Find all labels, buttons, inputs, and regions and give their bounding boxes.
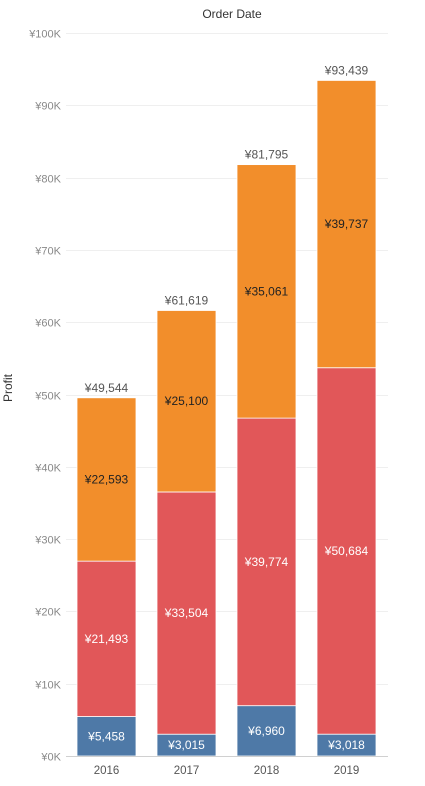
x-tick-label: 2017 xyxy=(174,765,200,777)
bar-segment xyxy=(316,367,377,735)
segment-value-label: ¥39,737 xyxy=(324,217,369,231)
total-value-label: ¥49,544 xyxy=(84,381,129,395)
bar-segment xyxy=(236,164,297,419)
y-axis-ticks: ¥0K ¥10K ¥20K ¥30K ¥40K ¥50K ¥60K ¥70K ¥80K ¥90K ¥… xyxy=(28,29,61,764)
segment-value-label: ¥35,061 xyxy=(244,284,289,298)
segment-value-label: ¥39,774 xyxy=(244,555,289,569)
y-tick-label: ¥40K xyxy=(34,463,61,475)
total-value-label: ¥93,439 xyxy=(324,63,369,77)
chart-title: Order Date xyxy=(202,7,262,21)
bar-segment xyxy=(76,397,137,562)
bar-segment xyxy=(156,491,217,735)
segment-value-label: ¥50,684 xyxy=(324,544,369,558)
bar-segment xyxy=(236,417,297,707)
segment-value-label: ¥21,493 xyxy=(84,632,129,646)
data-labels: ¥5,458 ¥21,493 ¥22,593 ¥49,544 ¥3,015 ¥33,504… xyxy=(84,63,369,752)
bars xyxy=(76,80,377,757)
x-tick-label: 2016 xyxy=(94,765,120,777)
y-axis-label: Profit xyxy=(1,373,15,402)
x-axis-ticks: 2016 2017 2018 2019 xyxy=(94,765,360,777)
segment-value-label: ¥25,100 xyxy=(164,394,209,408)
segment-value-label: ¥5,458 xyxy=(87,729,125,743)
y-tick-label: ¥70K xyxy=(34,246,61,258)
y-tick-label: ¥10K xyxy=(34,680,61,692)
y-tick-label: ¥30K xyxy=(34,535,61,547)
y-tick-label: ¥90K xyxy=(34,101,61,113)
bar-segment xyxy=(76,560,137,717)
y-tick-label: ¥100K xyxy=(28,29,61,41)
x-tick-label: 2019 xyxy=(334,765,360,777)
total-value-label: ¥81,795 xyxy=(244,148,289,162)
segment-value-label: ¥3,015 xyxy=(167,738,205,752)
y-tick-label: ¥60K xyxy=(34,318,61,330)
bar-segment xyxy=(156,310,217,493)
y-tick-label: ¥50K xyxy=(34,391,61,403)
y-tick-label: ¥0K xyxy=(40,752,61,764)
segment-value-label: ¥3,018 xyxy=(327,738,365,752)
y-tick-label: ¥20K xyxy=(34,607,61,619)
segment-value-label: ¥22,593 xyxy=(84,472,129,486)
total-value-label: ¥61,619 xyxy=(164,293,209,307)
bar-segment xyxy=(316,80,377,369)
segment-value-label: ¥6,960 xyxy=(247,724,285,738)
x-tick-label: 2018 xyxy=(254,765,280,777)
y-tick-label: ¥80K xyxy=(34,174,61,186)
segment-value-label: ¥33,504 xyxy=(164,606,209,620)
